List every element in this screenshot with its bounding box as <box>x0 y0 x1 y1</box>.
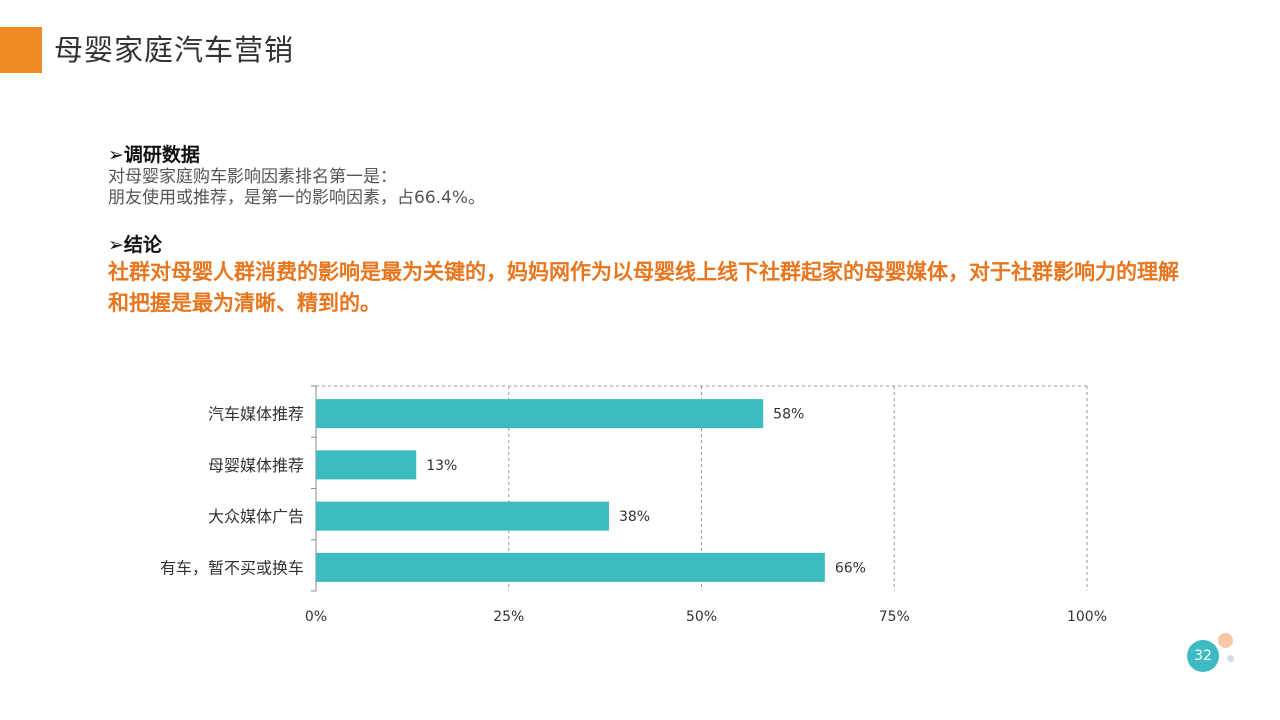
survey-heading: ➢调研数据 <box>108 144 200 166</box>
bar-2 <box>316 501 609 531</box>
conclusion-heading: ➢结论 <box>108 234 162 256</box>
survey-line-2: 朋友使用或推荐，是第一的影响因素，占66.4%。 <box>108 188 486 208</box>
data-label-0: 58% <box>773 407 804 423</box>
decor-dot-gray <box>1227 655 1234 662</box>
data-label-3: 66% <box>835 560 866 576</box>
decor-dot-orange <box>1218 633 1233 648</box>
data-label-1: 13% <box>426 458 457 474</box>
page-title: 母婴家庭汽车营销 <box>54 33 295 67</box>
survey-line-1: 对母婴家庭购车影响因素排名第一是： <box>108 167 397 187</box>
x-tick-label-1: 25% <box>493 609 524 625</box>
category-label-2: 大众媒体广告 <box>208 507 304 526</box>
data-label-2: 38% <box>619 509 650 525</box>
conclusion-text: 社群对母婴人群消费的影响是最为关键的，妈妈网作为以母婴线上线下社群起家的母婴媒体… <box>108 260 1179 315</box>
x-tick-label-3: 75% <box>879 609 910 625</box>
category-label-0: 汽车媒体推荐 <box>208 405 304 424</box>
page-number-badge: 32 <box>1187 640 1219 672</box>
title-accent-bar <box>0 27 42 73</box>
x-tick-label-0: 0% <box>305 609 327 625</box>
x-tick-label-4: 100% <box>1067 609 1107 625</box>
bar-3 <box>316 552 825 582</box>
conclusion-section: ➢结论 社群对母婴人群消费的影响是最为关键的，妈妈网作为以母婴线上线下社群起家的… <box>108 233 1198 319</box>
bar-1 <box>316 450 417 480</box>
x-tick-label-2: 50% <box>686 609 717 625</box>
category-label-1: 母婴媒体推荐 <box>208 456 304 475</box>
survey-section: ➢调研数据 对母婴家庭购车影响因素排名第一是： 朋友使用或推荐，是第一的影响因素… <box>108 143 485 209</box>
bar-0 <box>316 399 764 429</box>
category-label-3: 有车，暂不买或换车 <box>160 558 304 577</box>
